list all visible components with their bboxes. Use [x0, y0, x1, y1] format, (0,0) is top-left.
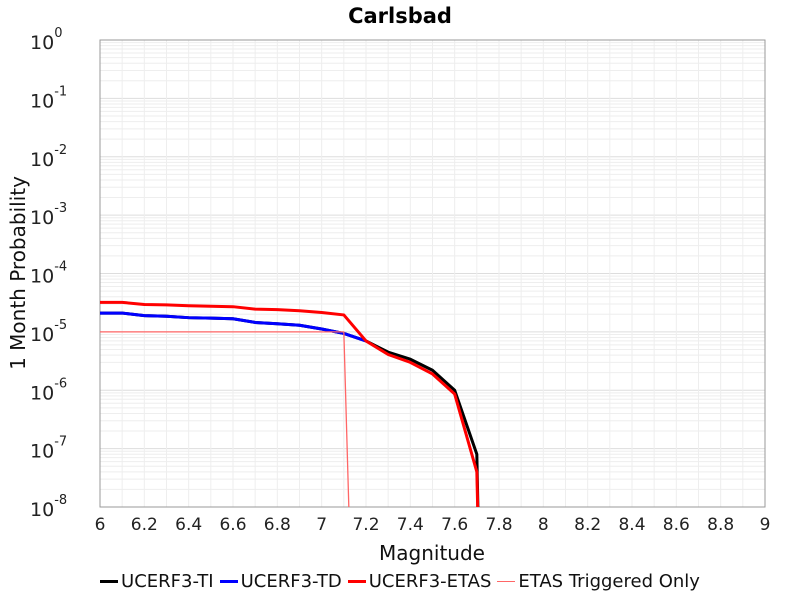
plot-area: [99, 39, 766, 508]
x-tick-label: 7: [316, 515, 327, 535]
x-tick-label: 8.8: [707, 515, 734, 535]
y-tick-label: 10-6: [30, 376, 67, 404]
series-line-ucerf3-td: [100, 311, 367, 343]
x-tick-label: 6.2: [131, 515, 158, 535]
legend-swatch: [100, 580, 119, 583]
x-tick-label: 8.2: [574, 515, 601, 535]
y-axis-label: 1 Month Probability: [6, 176, 30, 370]
legend: UCERF3-TI UCERF3-TD UCERF3-ETAS ETAS Trigge…: [0, 571, 800, 592]
x-tick-label: 7.2: [352, 515, 379, 535]
x-tick-label: 6.4: [175, 515, 202, 535]
y-tick-label: 10-7: [30, 435, 67, 463]
x-tick-label: 8.4: [618, 515, 645, 535]
series-line-ucerf3-etas: [100, 300, 480, 507]
x-tick-label: 8.6: [663, 515, 690, 535]
series-group: [100, 300, 480, 507]
x-tick-label: 7.8: [485, 515, 512, 535]
x-tick-label: 6.6: [219, 515, 246, 535]
y-tick-label: 10-5: [30, 318, 67, 346]
legend-swatch: [219, 580, 238, 583]
legend-item: UCERF3-TI: [100, 571, 214, 592]
x-axis: 6 6.2 6.4 6.6 6.8 7 7.2 7.4 7.6 7.8 8 8.2 8.4 8.6 8.8 9: [95, 515, 771, 535]
legend-label: ETAS Triggered Only: [518, 571, 700, 592]
y-axis: 100 10-1 10-2 10-3 10-4 10-5 10-6 10-7 10-8: [30, 26, 67, 521]
x-tick-label: 8: [538, 515, 549, 535]
x-tick-label: 7.6: [441, 515, 468, 535]
y-tick-label: 10-2: [30, 143, 67, 171]
x-axis-label: Magnitude: [379, 541, 485, 565]
x-tick-label: 6.8: [264, 515, 291, 535]
legend-swatch: [497, 580, 516, 583]
series-line-etas-triggered-only: [100, 331, 350, 507]
y-tick-label: 10-1: [30, 84, 67, 112]
x-tick-label: 7.4: [397, 515, 424, 535]
legend-label: UCERF3-TI: [121, 571, 214, 592]
chart: Carlsbad 100 10-1 10-2 10-3 10-4 10-5 10-6 10-7…: [6, 4, 771, 565]
legend-swatch: [347, 580, 366, 583]
x-tick-label: 6: [95, 515, 106, 535]
legend-item: UCERF3-TD: [219, 571, 342, 592]
grid: [99, 40, 766, 508]
legend-label: UCERF3-ETAS: [368, 571, 492, 592]
legend-label: UCERF3-TD: [240, 571, 342, 592]
y-tick-label: 10-4: [30, 260, 67, 288]
x-tick-label: 9: [760, 515, 771, 535]
y-tick-label: 10-8: [30, 493, 67, 521]
y-tick-label: 100: [30, 26, 62, 54]
chart-title: Carlsbad: [348, 4, 452, 28]
legend-item: UCERF3-ETAS: [347, 571, 492, 592]
y-tick-label: 10-3: [30, 201, 67, 229]
legend-item: ETAS Triggered Only: [497, 571, 700, 592]
